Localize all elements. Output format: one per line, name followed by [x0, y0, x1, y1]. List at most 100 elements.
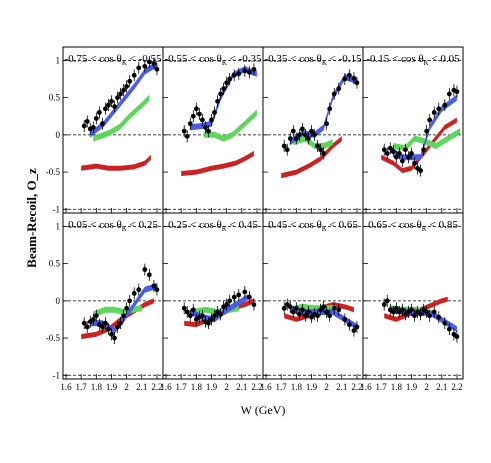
data-point [127, 78, 133, 84]
data-point [115, 95, 120, 101]
y-axis-label: Beam-Recoil, O_z [24, 168, 39, 268]
data-point [131, 72, 137, 78]
data-point [142, 63, 148, 69]
data-point [381, 302, 387, 307]
y-tick-label: 0 [56, 130, 61, 140]
x-tick-label: 2.2 [351, 382, 362, 392]
data-point [387, 145, 393, 151]
data-point [242, 68, 248, 74]
data-point [384, 151, 390, 156]
series-green-band [293, 135, 333, 149]
data-point [103, 320, 108, 326]
data-point [303, 313, 308, 319]
data-point [406, 154, 411, 160]
data-point [312, 132, 317, 138]
data-point [193, 106, 199, 112]
data-point [421, 147, 427, 153]
x-tick-label: 1.8 [291, 382, 303, 392]
series-green-band [93, 94, 150, 142]
data-point [399, 307, 405, 313]
data-point [106, 326, 111, 332]
x-tick-label: 1.7 [76, 382, 88, 392]
data-point [342, 76, 348, 82]
data-point [427, 313, 433, 319]
x-tick-label: 2 [324, 382, 329, 392]
panel-6: 1.6 1.7 1.8 1.9 2 2.1 2.2 0.25 < cos θK < 0.45 [160, 212, 264, 392]
x-tick-label: 1.6 [160, 382, 172, 392]
data-point [342, 317, 348, 322]
x-axis-label: W (GeV) [241, 403, 286, 417]
panel-title-range-end: < 0.65 [327, 219, 358, 231]
data-point [118, 91, 123, 97]
data-point [227, 298, 233, 304]
panel-title-subscript: K [222, 225, 227, 233]
data-point [246, 294, 252, 300]
data-point [206, 320, 211, 326]
y-tick-label: -1 [53, 370, 61, 380]
panel-grid: -1-0.500.51 -0.75 < cos θK < -0.55 -0.55 <… [46, 46, 464, 392]
series-blue-band [90, 283, 157, 334]
data-point [81, 320, 87, 326]
panel-frame [262, 212, 364, 380]
data-point [154, 66, 160, 72]
data-point [306, 136, 311, 141]
data-point [181, 305, 187, 311]
data-point [236, 71, 242, 77]
series-red-band [281, 136, 342, 179]
panel-title-subscript: K [122, 59, 127, 67]
data-point [296, 311, 302, 317]
data-point [409, 151, 414, 156]
data-point [351, 75, 357, 81]
data-point [290, 309, 296, 315]
series-blue-band [390, 94, 457, 161]
data-point [112, 104, 117, 109]
x-tick-label: 1.8 [191, 382, 203, 392]
data-point [112, 335, 117, 341]
data-point [324, 121, 330, 127]
series-red-band [81, 154, 151, 171]
x-tick-label: 1.6 [60, 382, 72, 392]
data-point [146, 272, 152, 278]
x-tick-label: 2.2 [451, 382, 462, 392]
data-point [436, 314, 442, 320]
data-point [184, 133, 190, 139]
x-tick-label: 1.7 [176, 382, 188, 392]
data-point [246, 69, 252, 75]
y-tick-label: 0 [56, 296, 61, 306]
data-point [296, 132, 302, 138]
panel-title-main: 0.05 < cos θ [68, 219, 122, 231]
data-point [184, 309, 190, 315]
data-point [127, 298, 133, 304]
x-tick-label: 1.9 [206, 382, 218, 392]
data-point [106, 102, 111, 108]
data-point [187, 313, 193, 319]
x-tick-label: 2.1 [136, 382, 147, 392]
data-point [390, 148, 396, 154]
data-point [90, 124, 96, 130]
data-point [424, 128, 430, 134]
data-point [431, 309, 437, 315]
series-blue-band [90, 61, 157, 138]
data-point [393, 305, 399, 311]
data-point [281, 143, 287, 149]
data-point [318, 147, 323, 153]
data-point [354, 324, 360, 330]
data-point [409, 307, 414, 313]
y-tick-label: 0.5 [49, 93, 61, 103]
data-point [209, 317, 214, 322]
data-point [124, 84, 130, 89]
panel-frame [362, 212, 464, 380]
panel-title-main: 0.65 < cos θ [368, 219, 422, 231]
panel-7: 1.6 1.7 1.8 1.9 2 2.1 2.2 0.45 < cos θK < 0.65 [260, 212, 364, 392]
data-point [299, 126, 305, 132]
panel-title-subscript: K [424, 59, 429, 67]
data-point [327, 106, 333, 112]
data-point [146, 59, 152, 65]
data-point [136, 287, 142, 293]
data-point [227, 76, 233, 82]
data-point [224, 80, 230, 86]
data-point [306, 309, 311, 315]
panel-title-range-end: < 0.25 [127, 219, 158, 231]
panel-title: -0.35 < cos θK < -0.15 [265, 53, 362, 67]
